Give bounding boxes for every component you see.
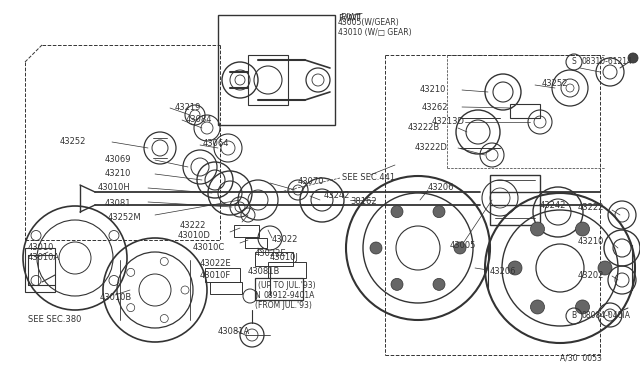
Text: 43010J: 43010J — [270, 253, 299, 263]
Text: F/WT: F/WT — [338, 13, 360, 22]
Text: 43022: 43022 — [272, 235, 298, 244]
Bar — [255, 252, 293, 266]
Circle shape — [531, 300, 545, 314]
Circle shape — [454, 242, 466, 254]
Text: 43069: 43069 — [105, 155, 131, 164]
Text: 43005(W/GEAR): 43005(W/GEAR) — [338, 17, 400, 26]
Circle shape — [433, 206, 445, 218]
Text: 43219: 43219 — [175, 103, 202, 112]
Text: 43206: 43206 — [490, 267, 516, 276]
Text: 43010D: 43010D — [178, 231, 211, 241]
Text: 43005: 43005 — [450, 241, 476, 250]
Text: 43213D: 43213D — [432, 118, 465, 126]
Text: 43010A: 43010A — [28, 253, 60, 263]
Text: 43242: 43242 — [324, 190, 350, 199]
Text: 43010: 43010 — [28, 244, 54, 253]
Text: 08912-9401A: 08912-9401A — [264, 292, 316, 301]
Text: (FROM JUL.'93): (FROM JUL.'93) — [255, 301, 312, 311]
Bar — [245, 238, 267, 248]
Bar — [268, 262, 306, 278]
Text: 43202: 43202 — [578, 272, 604, 280]
Bar — [234, 225, 259, 237]
Bar — [210, 282, 242, 294]
Bar — [490, 175, 540, 225]
Text: 43222B: 43222B — [408, 124, 440, 132]
Text: 43222: 43222 — [578, 203, 604, 212]
Circle shape — [391, 278, 403, 291]
Circle shape — [531, 222, 545, 236]
Circle shape — [628, 53, 638, 63]
Text: 43022E: 43022E — [255, 248, 287, 257]
Bar — [205, 268, 240, 282]
Text: SEE SEC.380: SEE SEC.380 — [28, 315, 81, 324]
Text: 43081B: 43081B — [248, 267, 280, 276]
Text: 43064: 43064 — [203, 138, 230, 148]
Text: 43222: 43222 — [180, 221, 206, 230]
Bar — [218, 15, 335, 125]
Text: SEE SEC.441: SEE SEC.441 — [342, 173, 395, 183]
Text: 43010C: 43010C — [193, 243, 225, 251]
Text: 43010B: 43010B — [100, 294, 132, 302]
Circle shape — [575, 222, 589, 236]
Text: N: N — [254, 292, 260, 301]
Circle shape — [370, 242, 382, 254]
Circle shape — [391, 206, 403, 218]
Text: 43252M: 43252M — [108, 212, 141, 221]
Circle shape — [508, 261, 522, 275]
Text: 43262: 43262 — [422, 103, 449, 112]
Text: (UP TO JUL.'93): (UP TO JUL.'93) — [258, 282, 316, 291]
Text: A/30  0053: A/30 0053 — [560, 353, 602, 362]
Text: 43252: 43252 — [60, 138, 86, 147]
Text: 43210: 43210 — [105, 170, 131, 179]
Text: 43084: 43084 — [186, 115, 212, 124]
Text: 43210: 43210 — [420, 86, 446, 94]
Text: 43022E: 43022E — [200, 260, 232, 269]
Text: 43010 (W/□ GEAR): 43010 (W/□ GEAR) — [338, 29, 412, 38]
Text: 43081A: 43081A — [218, 327, 250, 337]
Text: 43081: 43081 — [105, 199, 131, 208]
Text: 43252: 43252 — [542, 78, 568, 87]
Bar — [510, 104, 540, 118]
Text: B: B — [572, 311, 577, 321]
Text: 43242: 43242 — [540, 201, 566, 209]
Circle shape — [598, 261, 612, 275]
Bar — [248, 55, 288, 105]
Text: 08084-040lA: 08084-040lA — [582, 311, 631, 321]
Text: 43222D: 43222D — [415, 144, 448, 153]
Text: 43010F: 43010F — [200, 272, 231, 280]
Text: 43206: 43206 — [428, 183, 454, 192]
Bar — [25, 248, 55, 292]
Text: S: S — [572, 58, 577, 67]
Text: 43070: 43070 — [298, 177, 324, 186]
Circle shape — [433, 278, 445, 291]
Text: 08310-61214: 08310-61214 — [582, 58, 633, 67]
Circle shape — [575, 300, 589, 314]
Text: 43210: 43210 — [578, 237, 604, 247]
Bar — [255, 278, 303, 300]
Text: F/WT: F/WT — [340, 13, 362, 22]
Text: 38162: 38162 — [350, 198, 376, 206]
Text: 43010H: 43010H — [98, 183, 131, 192]
